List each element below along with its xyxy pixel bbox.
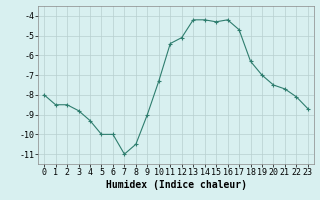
X-axis label: Humidex (Indice chaleur): Humidex (Indice chaleur) — [106, 180, 246, 190]
